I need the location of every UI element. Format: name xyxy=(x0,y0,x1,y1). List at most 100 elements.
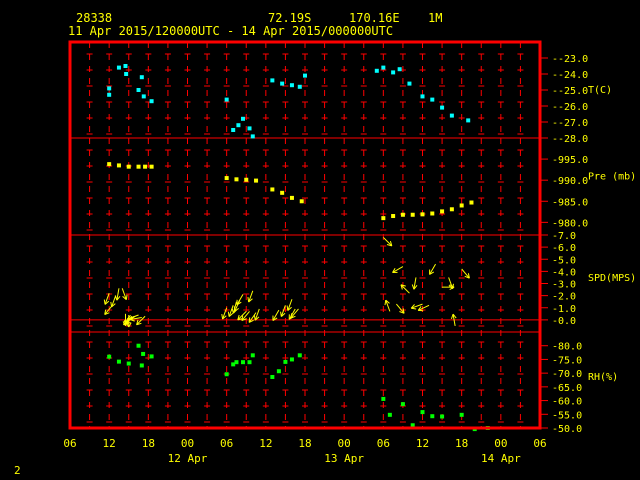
wind-vector-head xyxy=(222,315,227,320)
wind-vector-head xyxy=(411,284,415,290)
y-tick-label: -7.0 xyxy=(552,231,576,242)
wind-vector xyxy=(248,290,254,303)
pressure-point xyxy=(116,163,121,168)
wind-vector-head xyxy=(400,284,403,290)
pressure-point xyxy=(410,212,415,217)
rh-point xyxy=(276,369,281,374)
pressure-point xyxy=(234,177,239,182)
wind-vector-head xyxy=(136,322,142,326)
temperature-point xyxy=(240,116,245,121)
pressure-point xyxy=(449,207,454,212)
wind-vector-head xyxy=(410,304,415,309)
temperature-point xyxy=(303,73,307,78)
page-number: 2 xyxy=(14,464,21,477)
wind-vector xyxy=(121,288,127,300)
y-tick-label: -985.0 xyxy=(552,197,588,208)
wind-vector-head xyxy=(221,314,224,320)
rh-point xyxy=(107,354,112,359)
y-tick-label: -980.0 xyxy=(552,218,588,229)
y-tick-label: -4.0 xyxy=(552,267,576,278)
temperature-point xyxy=(289,83,294,88)
rh-point xyxy=(270,374,275,379)
rh-point xyxy=(231,362,236,367)
y-tick-label: --26.0 xyxy=(552,102,588,113)
wind-vector-head xyxy=(247,297,250,303)
wind-vector-head xyxy=(237,314,240,321)
wind-vector-head xyxy=(417,306,422,311)
x-tick-label: 00 xyxy=(494,437,507,450)
y-tick-label: -5.0 xyxy=(552,255,576,266)
rh-point xyxy=(250,353,255,358)
y-tick-label: -75.0 xyxy=(552,355,582,366)
wind-vector xyxy=(248,312,257,323)
level: 1M xyxy=(428,11,443,25)
x-tick-label: 12 xyxy=(416,437,429,450)
temperature-point xyxy=(430,97,435,102)
wind-vector-head xyxy=(228,312,234,317)
rh-point xyxy=(247,360,252,365)
rh-point xyxy=(136,343,141,348)
wind-vector-head xyxy=(280,311,282,317)
y-tick-label: --25.0 xyxy=(552,86,588,97)
x-date-label: 13 Apr xyxy=(324,452,364,465)
x-date-label: 12 Apr xyxy=(168,452,208,465)
wind-vector-head xyxy=(272,317,278,321)
wind-vector xyxy=(222,307,228,320)
wind-vector-head xyxy=(464,275,470,279)
wind-vector xyxy=(104,293,110,305)
wind-vector-head xyxy=(389,240,393,247)
pressure-point xyxy=(469,200,474,205)
wind-vector-head xyxy=(104,309,107,315)
longitude: 170.16E xyxy=(349,11,400,25)
pressure-point xyxy=(280,190,285,195)
wind-vector xyxy=(417,304,430,311)
wind-vector-head xyxy=(241,315,244,321)
wind-vector-head xyxy=(402,308,405,314)
y-tick-label: -80.0 xyxy=(552,342,582,353)
y-tick-label: -0.0 xyxy=(552,316,576,327)
rh-point xyxy=(459,412,464,417)
rh-point xyxy=(283,359,288,364)
wind-vector-head xyxy=(241,318,247,322)
wind-vector-head xyxy=(125,294,128,300)
wind-vector xyxy=(448,277,454,289)
rh-point xyxy=(141,351,146,356)
wind-vector xyxy=(385,299,391,312)
temperature-point xyxy=(440,105,445,110)
wind-vector xyxy=(111,295,117,308)
temperature-point xyxy=(123,64,128,68)
panel-label-temperature: T(C) xyxy=(588,85,612,96)
temperature-point xyxy=(381,65,386,70)
wind-vector xyxy=(237,311,247,321)
temperature-point xyxy=(270,78,275,83)
pressure-point xyxy=(459,203,464,208)
wind-vector-head xyxy=(248,298,253,303)
wind-vector-head xyxy=(111,303,116,308)
rh-point xyxy=(430,414,435,419)
temperature-point xyxy=(250,134,255,139)
rh-point xyxy=(139,363,144,368)
x-tick-label: 06 xyxy=(533,437,546,450)
x-tick-label: 18 xyxy=(455,437,468,450)
wind-vector-head xyxy=(429,271,435,275)
wind-vector xyxy=(413,277,417,290)
wind-vector-head xyxy=(452,313,457,319)
pressure-point xyxy=(299,199,304,204)
rh-point xyxy=(224,372,229,377)
rh-point xyxy=(234,360,239,365)
temperature-point xyxy=(397,67,402,72)
y-tick-label: -50.0 xyxy=(552,424,582,435)
rh-point xyxy=(387,412,392,417)
wind-vector-head xyxy=(280,312,286,317)
rh-point xyxy=(400,402,405,407)
panel-label-rh: RH(%) xyxy=(588,372,618,383)
pressure-point xyxy=(149,164,154,169)
x-tick-label: 12 xyxy=(259,437,272,450)
x-tick-label: 06 xyxy=(220,437,233,450)
pressure-point xyxy=(224,176,229,181)
wind-vector-head xyxy=(253,315,256,321)
wind-vector-head xyxy=(399,311,405,314)
x-tick-label: 18 xyxy=(298,437,311,450)
y-tick-label: --27.0 xyxy=(552,118,588,129)
pressure-point xyxy=(143,164,148,169)
